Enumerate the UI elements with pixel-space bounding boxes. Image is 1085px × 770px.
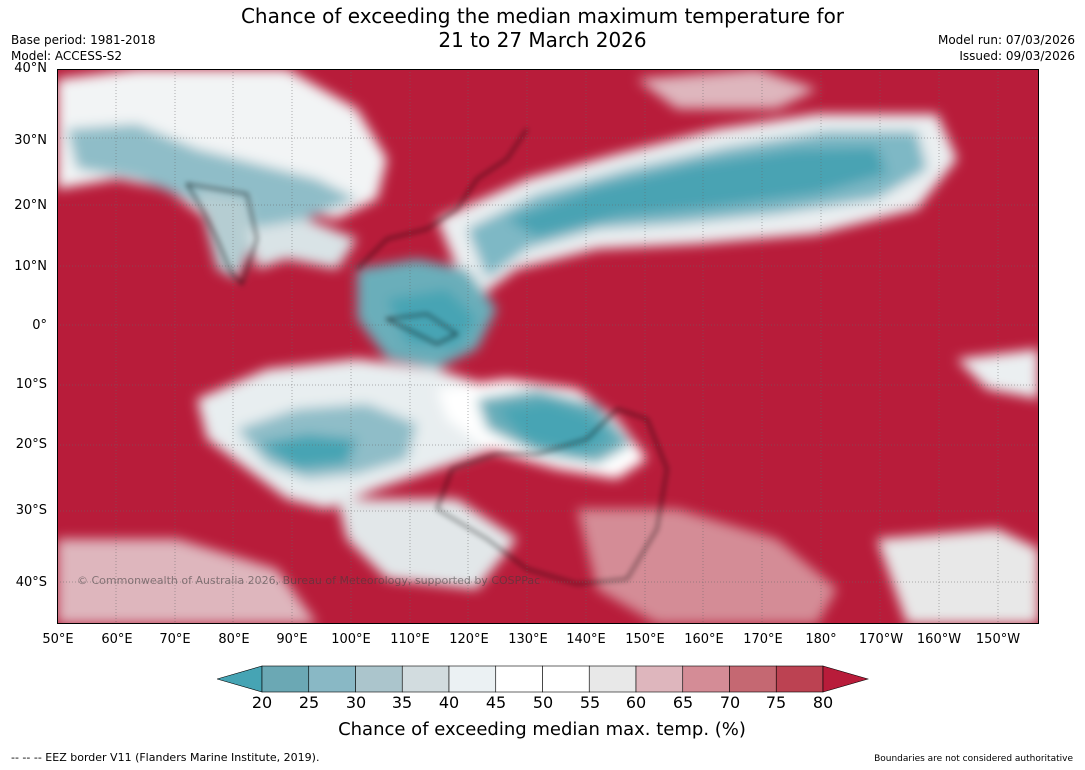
lon-label: 90°E	[276, 632, 308, 647]
lat-label-30s: 30°S	[15, 503, 47, 518]
colorbar-tick: 50	[532, 693, 554, 712]
land-outlines	[185, 128, 668, 585]
colorbar-tick: 75	[765, 693, 787, 712]
lat-label-eq: 0°	[32, 318, 47, 333]
lon-label: 60°E	[101, 632, 133, 647]
colorbar-tick: 65	[672, 693, 694, 712]
lat-label-20s: 20°S	[15, 437, 47, 452]
colorbar-segment	[775, 665, 824, 693]
lon-label: 100°E	[331, 632, 371, 647]
copyright-watermark: © Commonwealth of Australia 2026, Bureau…	[77, 574, 541, 587]
lat-label-10s: 10°S	[15, 377, 47, 392]
colorbar-segment	[495, 665, 543, 693]
colorbar-tick: 20	[251, 693, 273, 712]
colorbar-tick: 25	[298, 693, 320, 712]
colorbar-tick: 35	[391, 693, 413, 712]
lon-label: 170°W	[858, 632, 904, 647]
lon-label: 130°E	[508, 632, 548, 647]
colorbar	[217, 665, 869, 693]
meta-left: Base period: 1981-2018 Model: ACCESS-S2	[11, 32, 156, 64]
lat-label-20n: 20°N	[14, 198, 47, 213]
colorbar-tick: 30	[345, 693, 367, 712]
lat-label-10n: 10°N	[14, 259, 47, 274]
lat-label-40s: 40°S	[15, 575, 47, 590]
lon-label: 150°W	[975, 632, 1021, 647]
lon-label: 80°E	[218, 632, 250, 647]
colorbar-segment	[588, 665, 637, 693]
issued-date: Issued: 09/03/2026	[959, 49, 1075, 63]
boundaries-note: Boundaries are not considered authoritat…	[874, 754, 1073, 764]
colorbar-tick: 70	[719, 693, 741, 712]
lon-label: 180°	[805, 632, 837, 647]
colorbar-segment	[308, 665, 356, 693]
model-run: Model run: 07/03/2026	[937, 33, 1075, 47]
base-period: Base period: 1981-2018	[11, 33, 156, 47]
forecast-map	[57, 69, 1039, 624]
colorbar-segment	[729, 665, 777, 693]
colorbar-segment	[448, 665, 497, 693]
lon-label: 150°E	[625, 632, 665, 647]
colorbar-label: Chance of exceeding median max. temp. (%…	[338, 719, 746, 740]
map-title-line1: Chance of exceeding the median maximum t…	[240, 4, 845, 28]
graticule	[57, 69, 1039, 624]
lon-label: 120°E	[449, 632, 489, 647]
map-title-line2: 21 to 27 March 2026	[438, 28, 647, 52]
lon-label: 70°E	[159, 632, 191, 647]
colorbar-segment	[401, 665, 450, 693]
colorbar-tick: 80	[812, 693, 834, 712]
model-name: Model: ACCESS-S2	[11, 49, 123, 63]
colorbar-tick: 60	[625, 693, 647, 712]
colorbar-tick: 40	[438, 693, 460, 712]
lon-label: 170°E	[743, 632, 783, 647]
eez-note: -- -- -- EEZ border V11 (Flanders Marine…	[11, 751, 320, 764]
lat-label-30n: 30°N	[14, 133, 47, 148]
map-frame	[57, 69, 1039, 624]
lon-label: 140°E	[566, 632, 606, 647]
lon-label: 160°W	[916, 632, 962, 647]
lat-label-40n: 40°N	[14, 61, 47, 76]
meta-right: Model run: 07/03/2026 Issued: 09/03/2026	[938, 32, 1075, 64]
colorbar-segment	[261, 665, 310, 693]
colorbar-segment	[355, 665, 403, 693]
map-title: Chance of exceeding the median maximum t…	[0, 4, 1085, 52]
colorbar-arrow-low	[217, 665, 263, 693]
colorbar-tick: 55	[579, 693, 601, 712]
colorbar-segment	[542, 665, 590, 693]
colorbar-segment	[635, 665, 684, 693]
colorbar-segment	[682, 665, 730, 693]
colorbar-tick: 45	[485, 693, 507, 712]
lon-label: 50°E	[42, 632, 74, 647]
colorbar-arrow-high	[822, 665, 869, 693]
lon-label: 110°E	[390, 632, 430, 647]
lon-label: 160°E	[684, 632, 724, 647]
